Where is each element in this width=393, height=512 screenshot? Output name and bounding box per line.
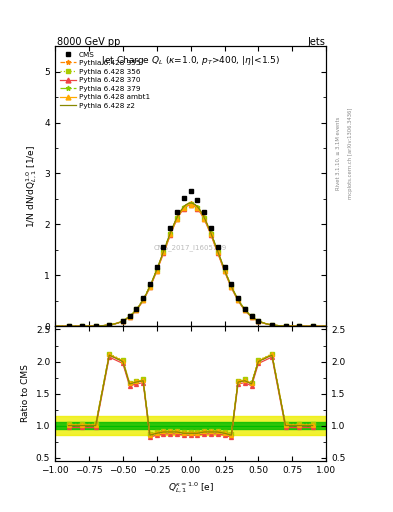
CMS <box>66 323 71 329</box>
CMS <box>209 225 213 231</box>
CMS <box>242 306 247 312</box>
Text: 8000 GeV pp: 8000 GeV pp <box>57 37 120 47</box>
CMS <box>107 322 112 328</box>
CMS <box>283 323 288 329</box>
CMS <box>202 208 207 215</box>
CMS <box>134 306 139 312</box>
Text: Rivet 3.1.10, ≥ 3.1M events: Rivet 3.1.10, ≥ 3.1M events <box>336 117 341 190</box>
Text: Jets: Jets <box>308 37 325 47</box>
Legend: CMS, Pythia 6.428 355, Pythia 6.428 356, Pythia 6.428 370, Pythia 6.428 379, Pyt: CMS, Pythia 6.428 355, Pythia 6.428 356,… <box>59 50 151 111</box>
CMS <box>127 313 132 319</box>
Text: Jet Charge $Q_L$ ($\kappa$=1.0, $p_T$>400, |$\eta$|<1.5): Jet Charge $Q_L$ ($\kappa$=1.0, $p_T$>40… <box>101 54 280 68</box>
CMS <box>222 264 227 270</box>
CMS <box>270 322 274 328</box>
CMS <box>182 195 186 201</box>
CMS <box>236 295 241 301</box>
CMS <box>161 244 166 250</box>
Y-axis label: Ratio to CMS: Ratio to CMS <box>21 365 30 422</box>
CMS <box>141 295 145 301</box>
CMS <box>154 264 159 270</box>
Text: mcplots.cern.ch [arXiv:1306.3436]: mcplots.cern.ch [arXiv:1306.3436] <box>348 108 353 199</box>
CMS <box>188 188 193 195</box>
Line: CMS: CMS <box>66 189 315 329</box>
CMS <box>215 244 220 250</box>
CMS <box>310 323 315 329</box>
CMS <box>80 323 84 329</box>
CMS <box>249 313 254 319</box>
Y-axis label: 1/N dN/dQ$^{1.0}_{L,1}$ [1/e]: 1/N dN/dQ$^{1.0}_{L,1}$ [1/e] <box>24 144 39 228</box>
X-axis label: $Q^{\kappa=1.0}_{L,1}$ [e]: $Q^{\kappa=1.0}_{L,1}$ [e] <box>167 480 214 495</box>
CMS <box>94 323 98 329</box>
CMS <box>175 208 180 215</box>
CMS <box>168 225 173 231</box>
CMS <box>121 317 125 324</box>
Text: CMS_2017_I1605749: CMS_2017_I1605749 <box>154 244 227 251</box>
CMS <box>148 281 152 287</box>
CMS <box>195 197 200 203</box>
CMS <box>297 323 301 329</box>
CMS <box>229 281 234 287</box>
CMS <box>256 317 261 324</box>
